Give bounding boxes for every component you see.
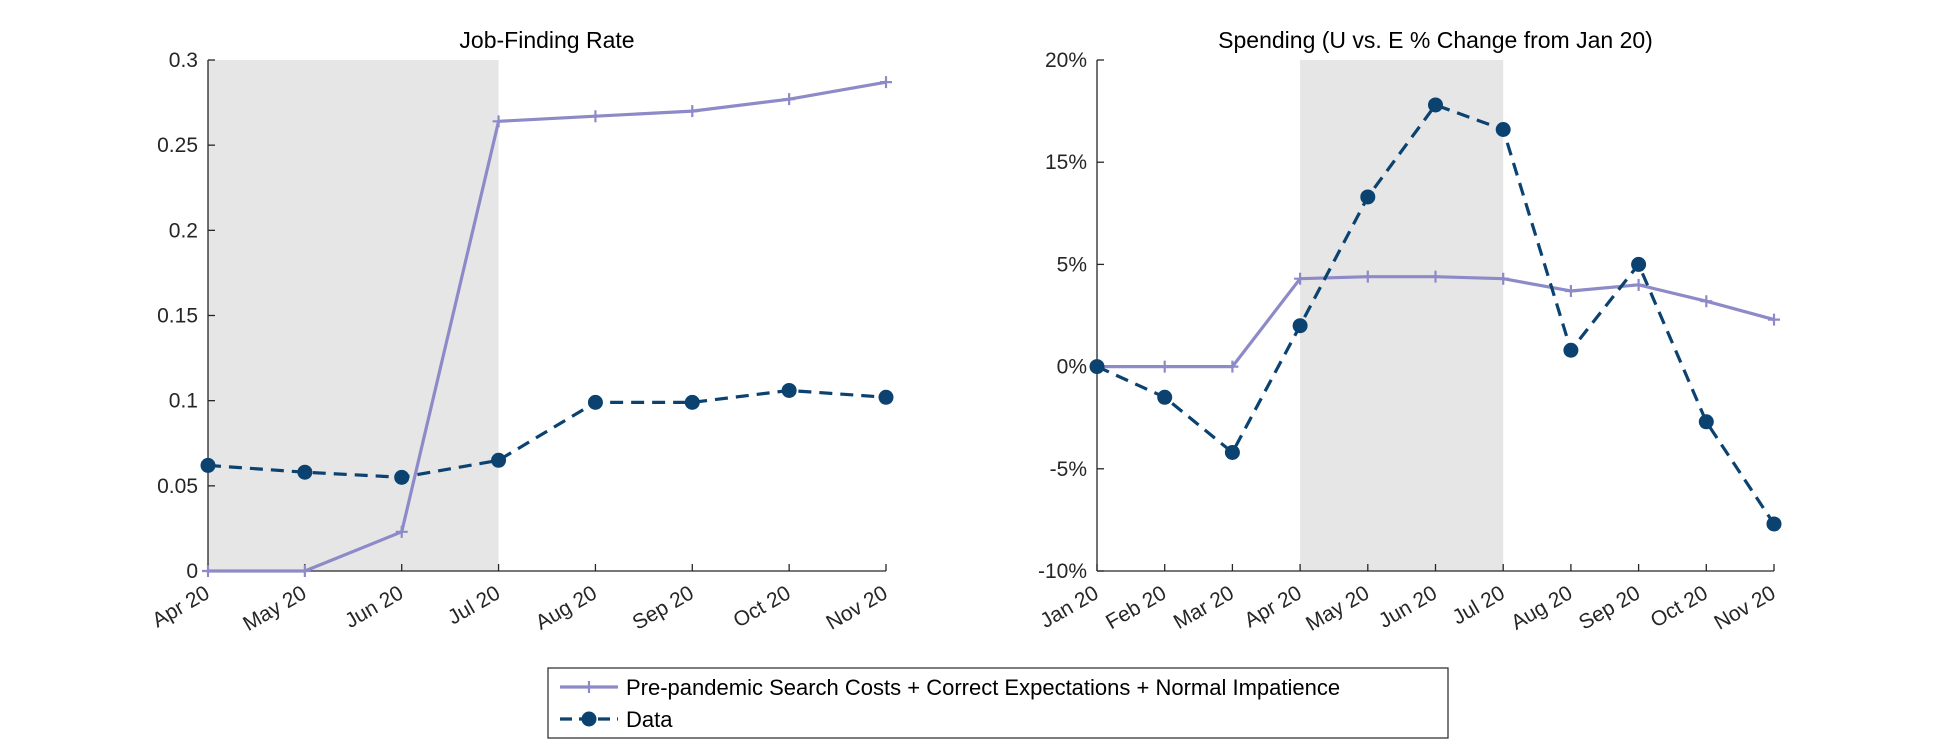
data-series-point: [587, 394, 603, 410]
y-tick-label: 20%: [1045, 49, 1087, 72]
y-tick-label: -5%: [1050, 458, 1087, 481]
x-tick-label: Sep 20: [629, 581, 698, 634]
y-tick-label: 0.3: [169, 49, 198, 72]
y-tick-label: 0.15: [157, 305, 198, 328]
y-tick-label: 0.05: [157, 475, 198, 498]
legend-box: [547, 667, 1449, 739]
data-series-point: [1292, 318, 1308, 334]
x-tick-label: Jul 20: [444, 581, 504, 629]
data-series-point: [684, 394, 700, 410]
data-series-point: [1360, 189, 1376, 205]
y-tick-label: 0: [186, 560, 198, 583]
model-series-point: [1429, 270, 1442, 283]
job-finding-rate-panel: 0 0.05 0.1 0.15 0.2 0.25 0.3 Apr 20 May 20 Jun 20…: [148, 27, 894, 636]
data-series-point: [878, 389, 894, 405]
shaded-period: [208, 60, 499, 571]
x-tick-label: Mar 20: [1170, 581, 1238, 634]
data-series-point: [781, 382, 797, 398]
legend-label: Pre-pandemic Search Costs + Correct Expe…: [626, 675, 1340, 700]
data-series-point: [394, 469, 410, 485]
x-tick-label: Oct 20: [1647, 581, 1712, 632]
data-series-line: [1096, 103, 1776, 525]
x-tick-label: May 20: [1302, 581, 1373, 635]
y-tick-label: -10%: [1038, 560, 1087, 583]
data-series-point: [1224, 444, 1240, 460]
model-series-point: [1632, 278, 1645, 291]
data-series-point: [1495, 121, 1511, 137]
model-series-point: [1564, 284, 1577, 297]
data-series-point: [1766, 516, 1782, 532]
x-tick-label: Nov 20: [1710, 581, 1779, 634]
x-tick-label: Jul 20: [1449, 581, 1509, 629]
model-series-point: [686, 105, 699, 118]
model-series-point: [1226, 360, 1239, 373]
data-series-point: [1698, 414, 1714, 430]
y-tick-label: 0%: [1057, 356, 1087, 379]
model-series-point: [1497, 272, 1510, 285]
y-tick-label: 0.2: [169, 219, 198, 242]
x-tick-label: May 20: [239, 581, 310, 635]
data-series-line: [207, 388, 887, 479]
model-series-point: [298, 565, 311, 577]
data-series-point: [297, 464, 313, 480]
model-series-point: [492, 115, 505, 128]
data-series-point: [491, 452, 507, 468]
model-series-line: [208, 80, 887, 573]
x-tick-label: Sep 20: [1575, 581, 1644, 634]
model-series-point: [202, 565, 214, 577]
y-tick-label: 5%: [1057, 253, 1087, 276]
x-tick-label: Feb 20: [1102, 581, 1170, 634]
data-series-point: [1428, 97, 1443, 113]
spending-panel: -10% -5% 0% 5% 15% 20% Jan 20 Feb 20 Mar 20 Apr 2…: [1036, 27, 1782, 636]
data-series-point: [1089, 359, 1105, 375]
x-tick-label: Jun 20: [341, 581, 407, 632]
model-series-point: [1158, 360, 1171, 373]
x-tick-label: Jan 20: [1036, 581, 1102, 632]
x-tick-label: Nov 20: [822, 581, 891, 634]
x-tick-label: Aug 20: [1507, 581, 1576, 634]
y-tick-label: 0.25: [157, 134, 198, 157]
x-tick-label: Jun 20: [1375, 581, 1441, 632]
legend: Pre-pandemic Search Costs + Correct Expe…: [547, 667, 1449, 739]
legend-swatch-marker: [581, 711, 597, 727]
model-series-point: [783, 93, 796, 106]
x-tick-label: Oct 20: [730, 581, 795, 632]
chart-title: Job-Finding Rate: [459, 27, 634, 53]
data-series-point: [1563, 342, 1579, 358]
x-tick-label: Apr 20: [148, 581, 213, 632]
model-series-point: [589, 110, 602, 123]
y-tick-label: 15%: [1045, 151, 1087, 174]
model-series-point: [1361, 270, 1374, 283]
model-series-point: [1700, 295, 1713, 308]
data-series-point: [200, 457, 216, 473]
chart-title: Spending (U vs. E % Change from Jan 20): [1218, 27, 1653, 53]
legend-label: Data: [626, 707, 673, 732]
x-tick-label: Aug 20: [532, 581, 601, 634]
data-series-point: [1157, 389, 1173, 405]
x-tick-label: Apr 20: [1241, 581, 1306, 632]
y-tick-label: 0.1: [169, 390, 198, 413]
legend-swatch-marker: [583, 681, 595, 693]
model-series-point: [1294, 272, 1307, 285]
model-series-point: [880, 76, 892, 89]
shaded-period: [1300, 60, 1504, 571]
data-series-point: [1631, 256, 1647, 272]
model-series-point: [1768, 313, 1780, 326]
model-series-point: [395, 525, 408, 538]
